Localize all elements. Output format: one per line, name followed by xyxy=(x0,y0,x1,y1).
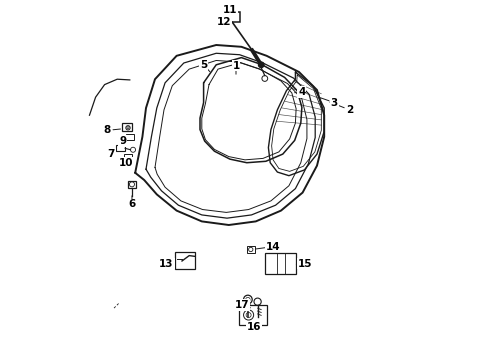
Text: 3: 3 xyxy=(331,98,338,108)
Text: 2: 2 xyxy=(346,105,353,115)
Text: 15: 15 xyxy=(298,258,313,269)
Bar xyxy=(126,134,134,140)
Text: 4: 4 xyxy=(298,87,306,97)
Bar xyxy=(128,181,136,188)
Text: 10: 10 xyxy=(119,158,133,168)
Text: 8: 8 xyxy=(104,125,111,135)
Bar xyxy=(175,252,195,269)
Text: 13: 13 xyxy=(159,258,174,269)
Text: 14: 14 xyxy=(266,242,280,252)
Text: 7: 7 xyxy=(107,149,115,159)
Bar xyxy=(265,253,296,274)
Bar xyxy=(247,246,255,253)
Text: 6: 6 xyxy=(128,199,136,210)
Text: 9: 9 xyxy=(119,136,126,146)
Bar xyxy=(122,123,132,131)
Bar xyxy=(239,305,268,325)
Text: 1: 1 xyxy=(232,60,240,71)
Text: 11: 11 xyxy=(222,5,237,15)
Text: 17: 17 xyxy=(235,300,249,310)
Circle shape xyxy=(258,62,264,68)
Bar xyxy=(225,12,240,22)
Text: 5: 5 xyxy=(200,60,207,70)
Text: 12: 12 xyxy=(217,17,231,27)
Bar xyxy=(117,145,125,151)
Bar xyxy=(124,154,132,160)
Text: 16: 16 xyxy=(247,322,261,332)
